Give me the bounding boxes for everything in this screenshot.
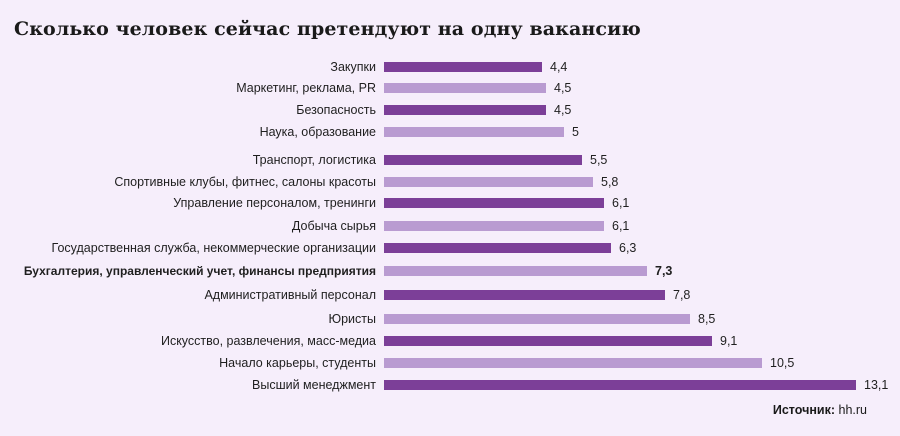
bar bbox=[384, 127, 564, 137]
bar-value: 4,5 bbox=[554, 81, 572, 95]
bar-label: Административный персонал bbox=[204, 288, 376, 302]
bar-row: Государственная служба, некоммерческие о… bbox=[0, 237, 900, 259]
bar-value: 6,1 bbox=[612, 196, 630, 210]
chart-title: Сколько человек сейчас претендуют на одн… bbox=[14, 18, 641, 40]
bar-value: 5,5 bbox=[590, 153, 608, 167]
bar-row: Закупки 4,4 bbox=[0, 56, 900, 78]
bar-label: Маркетинг, реклама, PR bbox=[236, 81, 376, 95]
bar-row: Безопасность 4,5 bbox=[0, 99, 900, 121]
bar-label: Высший менеджмент bbox=[252, 378, 376, 392]
bar-label: Начало карьеры, студенты bbox=[219, 356, 376, 370]
bar-row: Наука, образование 5 bbox=[0, 121, 900, 143]
bar-label: Управление персоналом, тренинги bbox=[173, 196, 376, 210]
bar-value: 5,8 bbox=[601, 175, 619, 189]
bar-label: Искусство, развлечения, масс-медиа bbox=[160, 334, 376, 348]
bar-label: Спортивные клубы, фитнес, салоны красоты bbox=[114, 175, 376, 189]
bar-row: Начало карьеры, студенты 10,5 bbox=[0, 352, 900, 374]
bar bbox=[384, 336, 712, 346]
bar-value: 13,1 bbox=[864, 378, 889, 392]
bar-value: 6,1 bbox=[612, 219, 630, 233]
bar bbox=[384, 380, 856, 390]
bar-row: Управление персоналом, тренинги 6,1 bbox=[0, 192, 900, 214]
bar-value: 4,5 bbox=[554, 103, 572, 117]
bar-value: 6,3 bbox=[619, 241, 637, 255]
bar-row: Маркетинг, реклама, PR 4,5 bbox=[0, 77, 900, 99]
bar-label: Транспорт, логистика bbox=[252, 153, 376, 167]
bar-row: Бухгалтерия, управленческий учет, финанс… bbox=[0, 260, 900, 282]
source-value: hh.ru bbox=[838, 403, 868, 417]
bar-row: Добыча сырья 6,1 bbox=[0, 215, 900, 237]
bar-value: 8,5 bbox=[698, 312, 716, 326]
bar-row: Высший менеджмент 13,1 bbox=[0, 374, 900, 396]
bar bbox=[384, 358, 762, 368]
bar bbox=[384, 221, 604, 231]
source-note: Источник: hh.ru bbox=[773, 403, 867, 417]
bar bbox=[384, 314, 690, 324]
bar-value: 7,8 bbox=[673, 288, 691, 302]
bar-row: Административный персонал 7,8 bbox=[0, 284, 900, 306]
bar-row: Спортивные клубы, фитнес, салоны красоты… bbox=[0, 171, 900, 193]
bar bbox=[384, 290, 665, 300]
bar-row: Транспорт, логистика 5,5 bbox=[0, 149, 900, 171]
bar-value: 9,1 bbox=[720, 334, 738, 348]
bar-value: 10,5 bbox=[770, 356, 795, 370]
bar-label: Юристы bbox=[328, 312, 376, 326]
bar bbox=[384, 266, 647, 276]
bar-label: Бухгалтерия, управленческий учет, финанс… bbox=[23, 264, 376, 278]
bar bbox=[384, 177, 593, 187]
bar-value: 4,4 bbox=[550, 60, 568, 74]
bar-value: 7,3 bbox=[655, 264, 673, 278]
bar-value: 5 bbox=[572, 125, 579, 139]
bar-label: Государственная служба, некоммерческие о… bbox=[51, 241, 376, 255]
bar-label: Закупки bbox=[330, 60, 376, 74]
bar-label: Наука, образование bbox=[259, 125, 376, 139]
bar bbox=[384, 198, 604, 208]
bar bbox=[384, 243, 611, 253]
source-label: Источник: bbox=[772, 403, 836, 417]
bar-row: Искусство, развлечения, масс-медиа 9,1 bbox=[0, 330, 900, 352]
bar-label: Безопасность bbox=[296, 103, 376, 117]
bar bbox=[384, 155, 582, 165]
bar bbox=[384, 83, 546, 93]
bar-row: Юристы 8,5 bbox=[0, 308, 900, 330]
bar bbox=[384, 105, 546, 115]
bar bbox=[384, 62, 542, 72]
bar-label: Добыча сырья bbox=[291, 219, 376, 233]
